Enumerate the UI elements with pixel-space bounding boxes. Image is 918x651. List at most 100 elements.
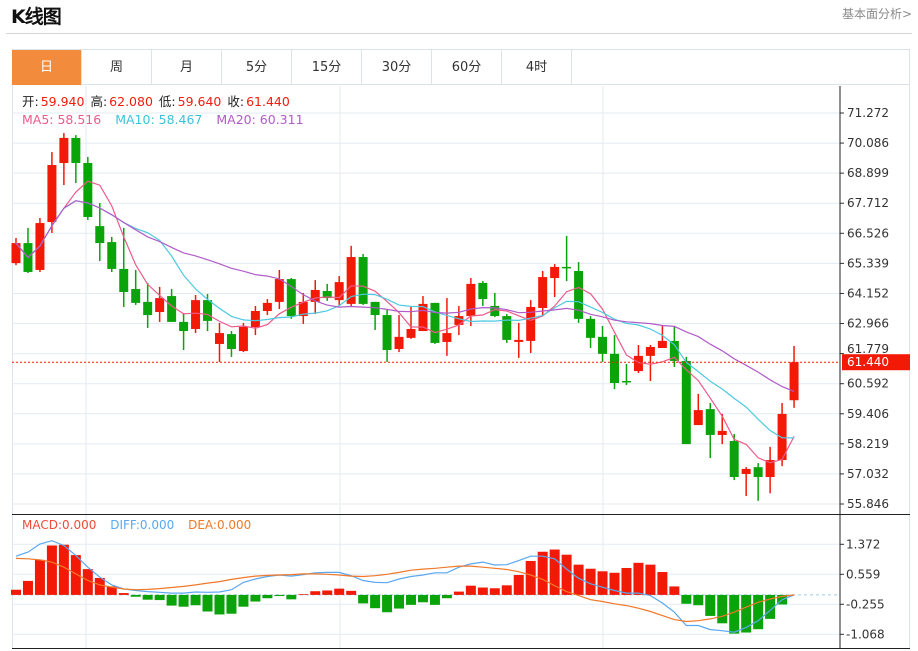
fundamental-analysis-link[interactable]: 基本面分析> bbox=[841, 7, 912, 21]
ma20-value: MA20: 60.311 bbox=[216, 112, 304, 127]
macd-bar bbox=[394, 594, 405, 609]
candle-down bbox=[226, 334, 236, 350]
open-value: 59.940 bbox=[40, 94, 85, 109]
tab-60min[interactable]: 60分 bbox=[432, 50, 502, 85]
candle-down bbox=[681, 360, 691, 445]
candle-up bbox=[765, 460, 775, 478]
macd-bar bbox=[465, 585, 476, 595]
macd-bar bbox=[190, 594, 201, 606]
macd-bar bbox=[669, 586, 680, 595]
macd-bar bbox=[106, 586, 117, 595]
macd-bar bbox=[681, 594, 692, 604]
macd-bar bbox=[513, 574, 524, 595]
candle-down bbox=[107, 242, 117, 269]
macd-bar bbox=[322, 590, 333, 595]
candle-down bbox=[167, 296, 177, 322]
macd-bar bbox=[717, 594, 728, 624]
macd-bar bbox=[489, 588, 500, 595]
macd-bar bbox=[238, 594, 249, 607]
macd-bar bbox=[166, 594, 177, 606]
ma10-line bbox=[15, 200, 795, 439]
tab-week[interactable]: 周 bbox=[82, 50, 152, 85]
price-tick-label: 71.272 bbox=[847, 106, 889, 120]
macd-bar bbox=[657, 572, 668, 595]
low-label: 低: bbox=[158, 94, 176, 109]
candle-up bbox=[693, 410, 703, 426]
macd-bar bbox=[94, 577, 105, 595]
candle-down bbox=[490, 305, 500, 317]
candle-up bbox=[550, 266, 560, 279]
close-value: 61.440 bbox=[246, 94, 290, 109]
candle-up bbox=[310, 289, 320, 302]
candle-down bbox=[574, 270, 584, 319]
candle-up bbox=[741, 468, 751, 474]
macd-tick-label: -1.068 bbox=[846, 627, 885, 641]
macd-bar bbox=[154, 594, 165, 601]
macd-value: MACD:0.000 bbox=[22, 518, 97, 532]
tab-15min[interactable]: 15分 bbox=[292, 50, 362, 85]
candle-up bbox=[346, 257, 356, 304]
candle-down bbox=[610, 353, 619, 383]
candle-down bbox=[586, 318, 596, 338]
macd-bar bbox=[561, 554, 572, 595]
macd-bar bbox=[573, 564, 584, 595]
macd-info: MACD:0.000 DIFF:0.000 DEA:0.000 bbox=[22, 518, 253, 533]
macd-bar bbox=[585, 568, 596, 595]
candle-up bbox=[466, 283, 476, 317]
macd-bar bbox=[214, 594, 225, 615]
candle-up bbox=[155, 298, 165, 313]
candle-up bbox=[298, 301, 308, 317]
candle-up bbox=[645, 347, 655, 356]
macd-bar bbox=[406, 594, 417, 605]
macd-bar bbox=[441, 594, 452, 599]
candle-up bbox=[418, 303, 428, 332]
candle-down bbox=[119, 268, 129, 292]
last-price-label: 61.440 bbox=[847, 355, 889, 369]
price-tick-label: 70.086 bbox=[847, 136, 889, 150]
tab-month[interactable]: 月 bbox=[152, 50, 222, 85]
dea-line bbox=[15, 557, 795, 623]
macd-bar bbox=[621, 567, 632, 595]
macd-bar bbox=[597, 571, 608, 595]
price-tick-label: 64.152 bbox=[847, 286, 889, 300]
tab-day[interactable]: 日 bbox=[12, 50, 82, 85]
macd-bar bbox=[358, 594, 369, 604]
tab-5min[interactable]: 5分 bbox=[222, 50, 292, 85]
macd-bar bbox=[118, 593, 129, 595]
candle-up bbox=[11, 243, 21, 264]
candle-up bbox=[633, 355, 643, 372]
low-value: 59.640 bbox=[177, 94, 222, 109]
candle-down bbox=[729, 441, 739, 478]
candle-down bbox=[358, 257, 368, 304]
candle-down bbox=[430, 302, 440, 343]
candle-down bbox=[370, 301, 380, 316]
macd-bar bbox=[765, 594, 776, 619]
candle-down bbox=[669, 340, 679, 361]
candle-down bbox=[83, 162, 93, 217]
candle-up bbox=[334, 282, 344, 301]
candle-down bbox=[179, 321, 189, 332]
macd-tick-label: 0.559 bbox=[846, 567, 880, 581]
macd-bar bbox=[142, 594, 153, 600]
price-tick-label: 67.712 bbox=[847, 196, 889, 210]
period-tabs: 日 周 月 5分 15分 30分 60分 4时 bbox=[12, 50, 910, 85]
candle-up bbox=[394, 336, 404, 350]
candle-up bbox=[238, 326, 248, 352]
candle-down bbox=[203, 300, 213, 321]
candle-up bbox=[454, 316, 464, 325]
macd-bar bbox=[705, 594, 716, 616]
tab-30min[interactable]: 30分 bbox=[362, 50, 432, 85]
candle-up bbox=[717, 430, 727, 435]
price-tick-label: 55.846 bbox=[847, 497, 889, 511]
macd-bar bbox=[609, 572, 620, 595]
candle-down bbox=[131, 288, 141, 303]
macd-bar bbox=[645, 564, 656, 595]
macd-bar bbox=[729, 594, 740, 634]
macd-bar bbox=[525, 560, 536, 595]
tab-4hour[interactable]: 4时 bbox=[502, 50, 572, 85]
candle-down bbox=[286, 279, 296, 317]
candle-down bbox=[598, 336, 608, 354]
candle-down bbox=[71, 137, 81, 163]
macd-bar bbox=[501, 585, 512, 595]
